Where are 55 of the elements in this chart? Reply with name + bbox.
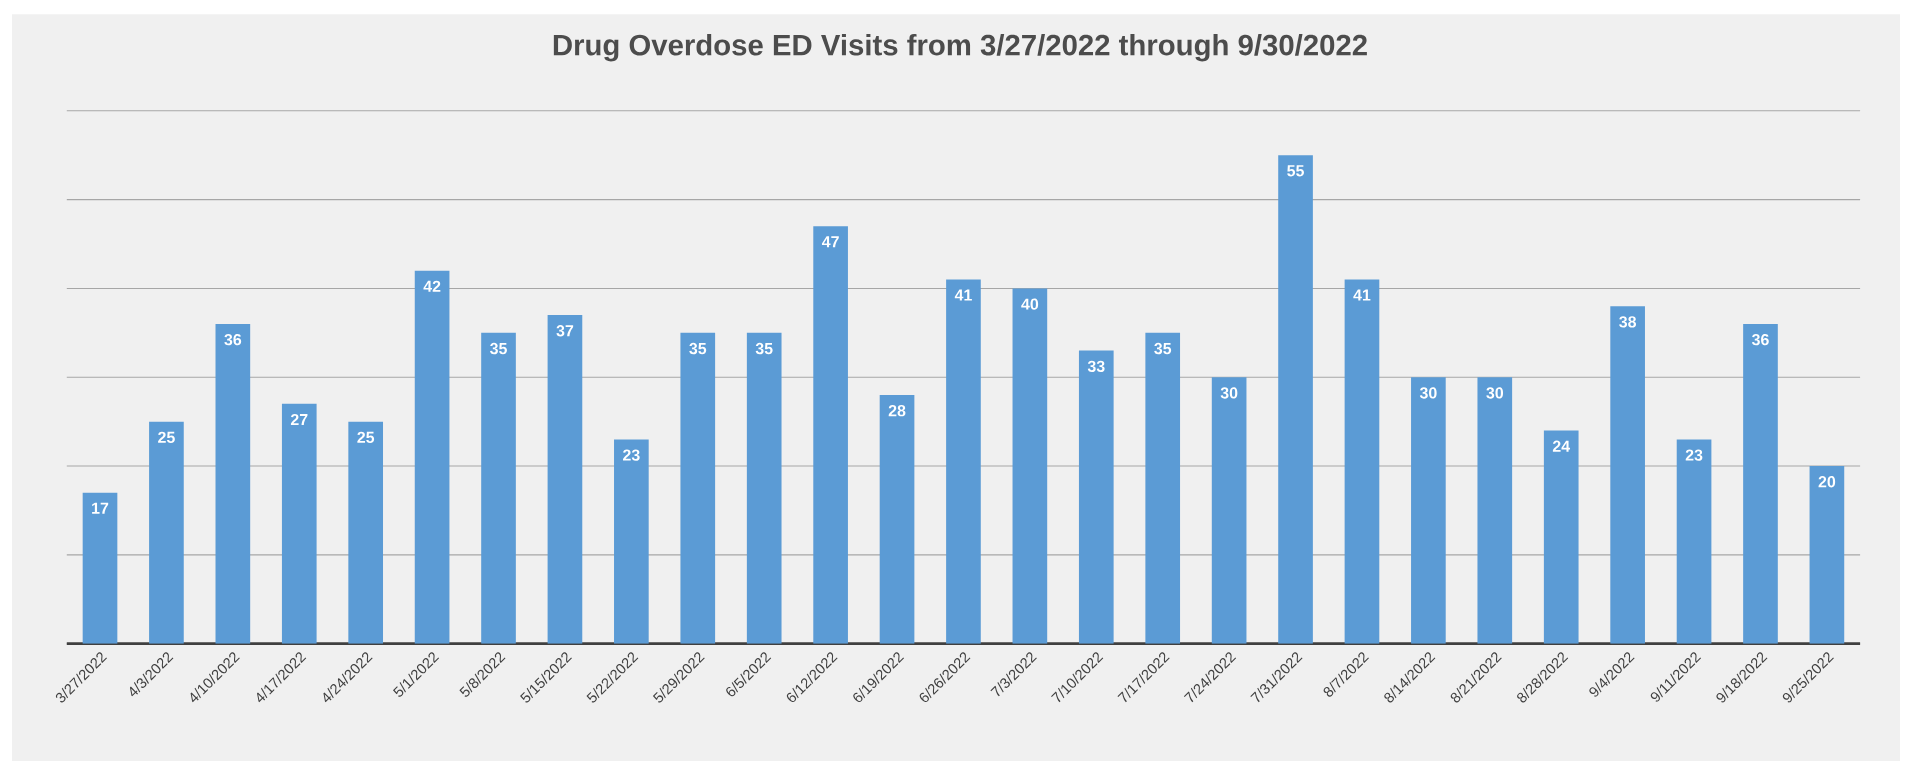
data-label: 55 (1287, 165, 1304, 177)
data-label: 23 (623, 449, 640, 461)
data-label: 47 (821, 236, 839, 248)
data-label: 40 (1021, 298, 1039, 310)
bar (1610, 306, 1645, 644)
bar (1344, 279, 1380, 644)
data-label: 35 (1154, 342, 1172, 355)
bar (1743, 323, 1778, 644)
data-label: 35 (755, 342, 773, 355)
data-label: 33 (1087, 360, 1105, 372)
data-label: 25 (158, 431, 175, 443)
data-label: 27 (290, 413, 308, 426)
data-label: 37 (556, 325, 574, 337)
bar (281, 403, 317, 644)
bar (680, 332, 716, 644)
bar (1411, 377, 1446, 644)
bar (348, 421, 384, 644)
data-label: 35 (689, 342, 707, 355)
data-label: 35 (490, 342, 507, 355)
data-label: 20 (1818, 476, 1836, 488)
bar (1809, 466, 1845, 644)
bar (215, 323, 251, 644)
bar (1477, 377, 1513, 644)
data-label: 38 (1619, 316, 1637, 328)
bar (82, 492, 118, 644)
bar (614, 439, 649, 644)
bar (1145, 332, 1181, 644)
data-label: 30 (1419, 387, 1437, 399)
data-label: 41 (1353, 289, 1371, 301)
data-label: 23 (1685, 449, 1703, 461)
data-label: 28 (888, 405, 906, 417)
data-label: 25 (357, 431, 375, 443)
bar (1543, 430, 1579, 644)
data-label: 24 (1552, 440, 1571, 452)
chart-title: Drug Overdose ED Visits from 3/27/2022 through 9/30/2022 (553, 33, 1367, 62)
data-label: 41 (954, 289, 972, 301)
bar (414, 270, 450, 644)
data-label: 17 (92, 502, 109, 514)
bar (149, 421, 184, 644)
bar (1211, 377, 1247, 644)
bar (746, 332, 782, 644)
bar (481, 332, 516, 644)
bar (813, 226, 848, 644)
bar (946, 279, 981, 644)
data-label: 42 (423, 280, 441, 292)
bar (1278, 155, 1313, 644)
data-label: 30 (1220, 387, 1238, 399)
bar (879, 394, 915, 644)
bar (1676, 439, 1712, 644)
data-label: 30 (1486, 387, 1504, 399)
bar (1012, 288, 1048, 644)
data-label: 36 (224, 333, 242, 346)
bar (1078, 350, 1114, 644)
bar (547, 315, 583, 644)
data-label: 36 (1751, 333, 1769, 346)
